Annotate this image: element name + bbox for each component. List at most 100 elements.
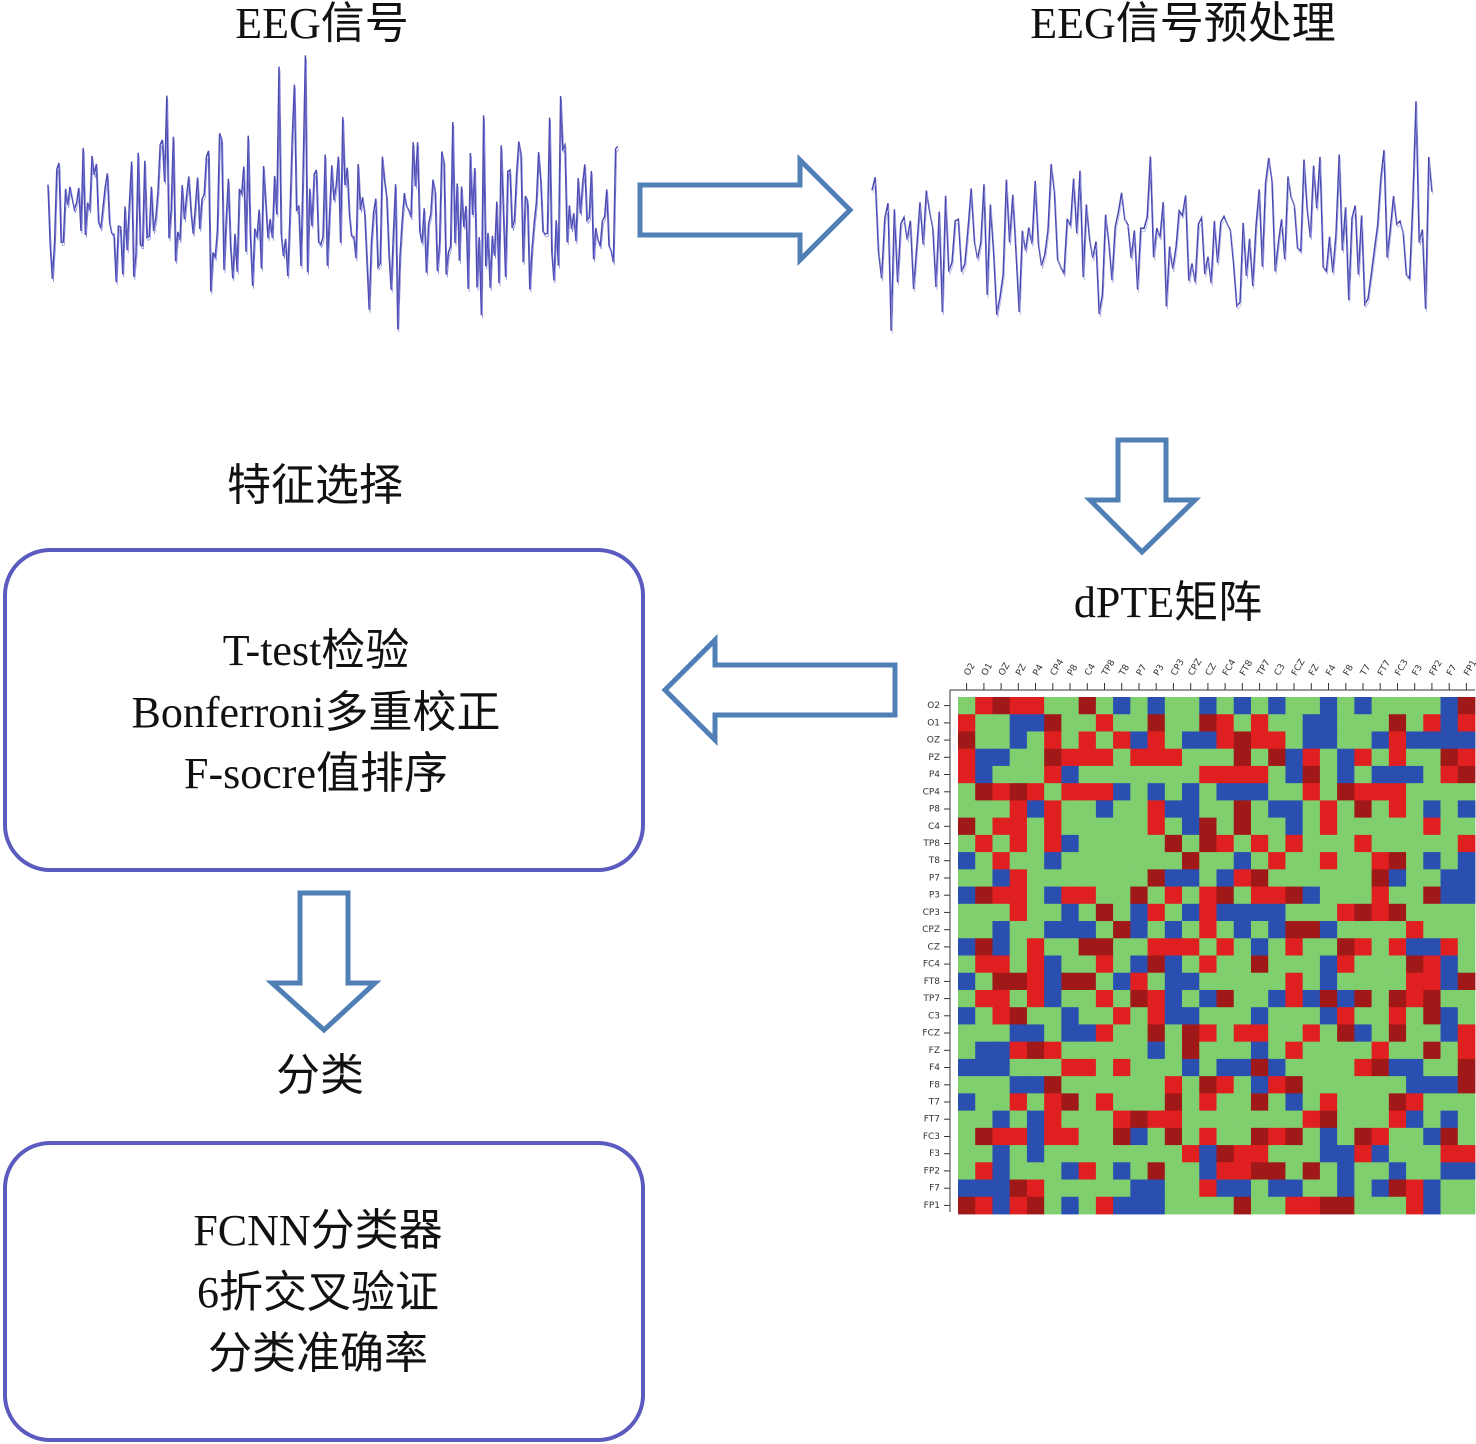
matrix-cell <box>1406 800 1424 819</box>
matrix-cell <box>1268 972 1286 991</box>
arrow-down <box>1083 437 1202 556</box>
wave-line <box>872 104 1434 334</box>
matrix-cell <box>1302 731 1321 750</box>
matrix-cell <box>1457 1110 1476 1129</box>
matrix-cell <box>1095 938 1114 956</box>
matrix-cell <box>1233 1127 1252 1146</box>
matrix-cell <box>1388 1179 1407 1198</box>
matrix-cell <box>1354 869 1372 887</box>
matrix-cell <box>1319 869 1338 887</box>
matrix-cell <box>1164 1007 1183 1025</box>
matrix-cell <box>1319 765 1338 784</box>
matrix-cell <box>1164 1179 1183 1198</box>
matrix-cell <box>1147 714 1166 732</box>
matrix-cell <box>1268 955 1286 974</box>
matrix-cell <box>1044 1110 1062 1129</box>
row-label: F8 <box>929 1080 940 1090</box>
matrix-cell <box>1233 697 1252 715</box>
matrix-cell <box>1164 886 1183 905</box>
matrix-cell <box>1388 852 1407 870</box>
matrix-cell <box>1302 869 1321 887</box>
matrix-cell <box>1078 1162 1097 1180</box>
matrix-cell <box>1130 1093 1148 1111</box>
matrix-cell <box>1388 765 1407 784</box>
matrix-cell <box>1388 800 1407 819</box>
matrix-cell <box>1371 1162 1390 1180</box>
matrix-cell <box>1026 1041 1045 1060</box>
row-label: P8 <box>929 805 940 815</box>
matrix-cell <box>1095 817 1114 836</box>
matrix-cell <box>1199 1058 1217 1077</box>
matrix-cell <box>1113 1007 1131 1025</box>
matrix-cell <box>1268 1007 1286 1025</box>
matrix-cell <box>1319 834 1338 853</box>
matrix-cell <box>992 834 1011 853</box>
matrix-cell <box>1268 800 1286 819</box>
matrix-cell <box>1078 1024 1097 1043</box>
matrix-title: dPTE矩阵 <box>1074 578 1262 627</box>
matrix-cell <box>1233 903 1252 922</box>
matrix-cell <box>1337 972 1355 991</box>
feature-line: T-test检验 <box>223 626 410 675</box>
matrix-cell <box>958 731 976 750</box>
matrix-cell <box>1354 1110 1372 1129</box>
matrix-cell <box>1182 1076 1200 1094</box>
matrix-cell <box>1026 869 1045 887</box>
matrix-cell <box>1078 972 1097 991</box>
matrix-cell <box>1302 1145 1321 1163</box>
matrix-cell <box>1302 697 1321 715</box>
matrix-cell <box>1440 955 1459 974</box>
matrix-cell <box>1164 817 1183 836</box>
matrix-cell <box>1388 955 1407 974</box>
matrix-cell <box>1250 852 1269 870</box>
matrix-cell <box>1078 1076 1097 1094</box>
matrix-cell <box>1457 748 1476 767</box>
matrix-cell <box>1130 886 1148 905</box>
matrix-cell <box>1371 765 1390 784</box>
matrix-cell <box>1044 1058 1062 1077</box>
matrix-cell <box>1164 921 1183 939</box>
matrix-cell <box>1423 972 1441 991</box>
matrix-cell <box>1216 1145 1235 1163</box>
row-label: F3 <box>929 1149 940 1159</box>
feature-box <box>3 548 645 872</box>
matrix-cell <box>975 817 993 836</box>
matrix-cell <box>1371 817 1390 836</box>
matrix-cell <box>958 1041 976 1060</box>
matrix-cell <box>958 748 976 767</box>
matrix-cell <box>1113 1196 1131 1215</box>
matrix-cell <box>975 714 993 732</box>
preprocess-title: EEG信号预处理 <box>1030 0 1336 48</box>
matrix-cell <box>1061 714 1080 732</box>
matrix-cell <box>1182 1041 1200 1060</box>
matrix-cell <box>1164 783 1183 801</box>
matrix-cell <box>992 1076 1011 1094</box>
matrix-cell <box>1061 921 1080 939</box>
matrix-cell <box>1147 869 1166 887</box>
matrix-cell <box>1337 1093 1355 1111</box>
matrix-cell <box>1285 972 1304 991</box>
row-label: FP2 <box>924 1166 940 1176</box>
matrix-cell <box>1113 852 1131 870</box>
matrix-cell <box>1113 748 1131 767</box>
column-label: P8 <box>1066 663 1080 678</box>
matrix-cell <box>1147 783 1166 801</box>
matrix-cell <box>1457 921 1476 939</box>
matrix-cell <box>1457 1041 1476 1060</box>
matrix-cell <box>1078 1007 1097 1025</box>
matrix-cell <box>1044 800 1062 819</box>
matrix-cell <box>958 869 976 887</box>
matrix-cell <box>1009 765 1028 784</box>
matrix-cell <box>1026 731 1045 750</box>
matrix-cell <box>1182 1058 1200 1077</box>
matrix-cell <box>1337 921 1355 939</box>
matrix-cell <box>1199 1162 1217 1180</box>
matrix-cell <box>1371 852 1390 870</box>
matrix-cell <box>1354 852 1372 870</box>
matrix-cell <box>1044 1145 1062 1163</box>
matrix-cell <box>1406 1024 1424 1043</box>
matrix-cell <box>1354 800 1372 819</box>
matrix-cell <box>992 783 1011 801</box>
matrix-cell <box>1423 1058 1441 1077</box>
matrix-cell <box>1164 903 1183 922</box>
